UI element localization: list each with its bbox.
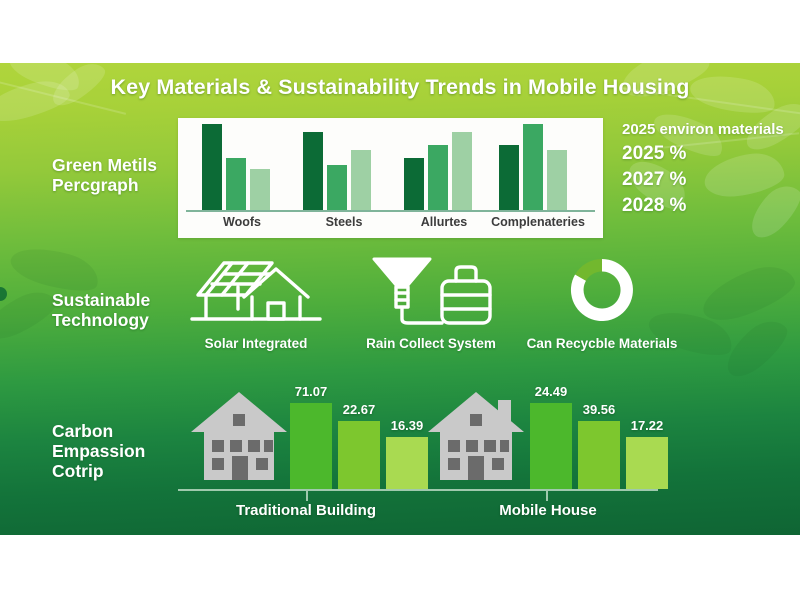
green-materials-bar-chart: Woofs Steels Allurtes Complenateries (178, 118, 603, 238)
carbon-bar (386, 437, 428, 489)
bar-series-1 (404, 158, 424, 210)
carbon-bar (578, 421, 620, 489)
carbon-category-label: Mobile House (499, 502, 597, 519)
bar-category-label: Woofs (223, 215, 261, 229)
bar-series-3 (452, 132, 472, 210)
section-label-line: Carbon (52, 421, 114, 441)
section-label-line: Percgraph (52, 175, 139, 195)
carbon-category-label: Traditional Building (236, 502, 376, 519)
bar-category-label: Steels (325, 215, 363, 229)
tech-item-label: Can Recycble Materials (526, 336, 678, 351)
bar-group (202, 124, 276, 210)
bar-chart-plot-area (188, 124, 593, 210)
bar-series-2 (428, 145, 448, 210)
carbon-bar-value: 39.56 (582, 402, 616, 417)
bar-series-2 (226, 158, 246, 210)
house-icon-mobile (424, 388, 534, 489)
bar-series-1 (202, 124, 222, 210)
rain-funnel-tank-icon (356, 253, 506, 328)
carbon-bar (626, 437, 668, 489)
bar-group (303, 124, 377, 210)
tech-item-recycle: Can Recycble Materials (518, 253, 686, 351)
carbon-bar-value: 71.07 (294, 384, 328, 399)
edge-accent-dot (0, 287, 7, 301)
carbon-group-traditional: 71.07 22.67 16.39 (186, 384, 428, 489)
section-label-carbon-empassion: Carbon Empassion Cotrip (52, 421, 145, 481)
carbon-bar-value: 17.22 (630, 418, 664, 433)
section-label-line: Cotrip (52, 461, 104, 481)
tech-item-rain: Rain Collect System (356, 253, 506, 351)
legend-entry: 2027 % (622, 169, 687, 190)
bar-category-label: Complenateries (491, 215, 585, 229)
bar-series-2 (327, 165, 347, 210)
solar-house-icon (186, 253, 326, 328)
tech-item-label: Solar Integrated (204, 336, 308, 351)
bar-series-1 (499, 145, 519, 210)
tech-item-solar: Solar Integrated (186, 253, 326, 351)
carbon-axis-line (178, 489, 658, 491)
bar-series-3 (547, 150, 567, 210)
legend-entry: 2025 % (622, 143, 687, 164)
bar-series-1 (303, 132, 323, 210)
carbon-axis-tick (306, 491, 308, 501)
carbon-bar-value: 24.49 (534, 384, 568, 399)
section-label-green-metils: Green Metils Percgraph (52, 155, 157, 195)
bar-chart-axis-line (186, 210, 595, 212)
bar-group (404, 124, 478, 210)
legend-entry: 2025 environ materials (622, 121, 784, 138)
carbon-group-mobile: 24.49 39.56 17.22 (424, 384, 668, 489)
carbon-comparison-chart: 71.07 22.67 16.39 (178, 384, 668, 523)
section-label-line: Green Metils (52, 155, 158, 175)
section-label-sustainable-technology: Sustainable Technology (52, 290, 150, 330)
legend-entry: 2028 % (622, 195, 687, 216)
bar-series-3 (250, 169, 270, 210)
carbon-bar-value: 22.67 (342, 402, 376, 417)
house-icon-traditional (186, 388, 292, 489)
infographic-poster: Key Materials & Sustainability Trends in… (0, 63, 800, 535)
section-label-line: Sustainable (52, 290, 151, 310)
bar-series-3 (351, 150, 371, 210)
section-label-line: Empassion (52, 441, 146, 461)
bar-series-2 (523, 124, 543, 210)
page-title: Key Materials & Sustainability Trends in… (110, 75, 690, 99)
recycle-donut-icon (518, 253, 686, 328)
bar-category-label: Allurtes (420, 215, 468, 229)
bar-chart-legend: 2025 environ materials 2025 % 2027 % 202… (622, 119, 800, 219)
carbon-bar-value: 16.39 (390, 418, 424, 433)
tech-item-label: Rain Collect System (366, 336, 496, 351)
poster-title-wrap: Key Materials & Sustainability Trends in… (0, 75, 800, 100)
section-label-line: Technology (52, 310, 149, 330)
carbon-bar (530, 403, 572, 489)
bar-group (499, 124, 573, 210)
carbon-axis-tick (546, 491, 548, 501)
carbon-bar (290, 403, 332, 489)
carbon-bar (338, 421, 380, 489)
